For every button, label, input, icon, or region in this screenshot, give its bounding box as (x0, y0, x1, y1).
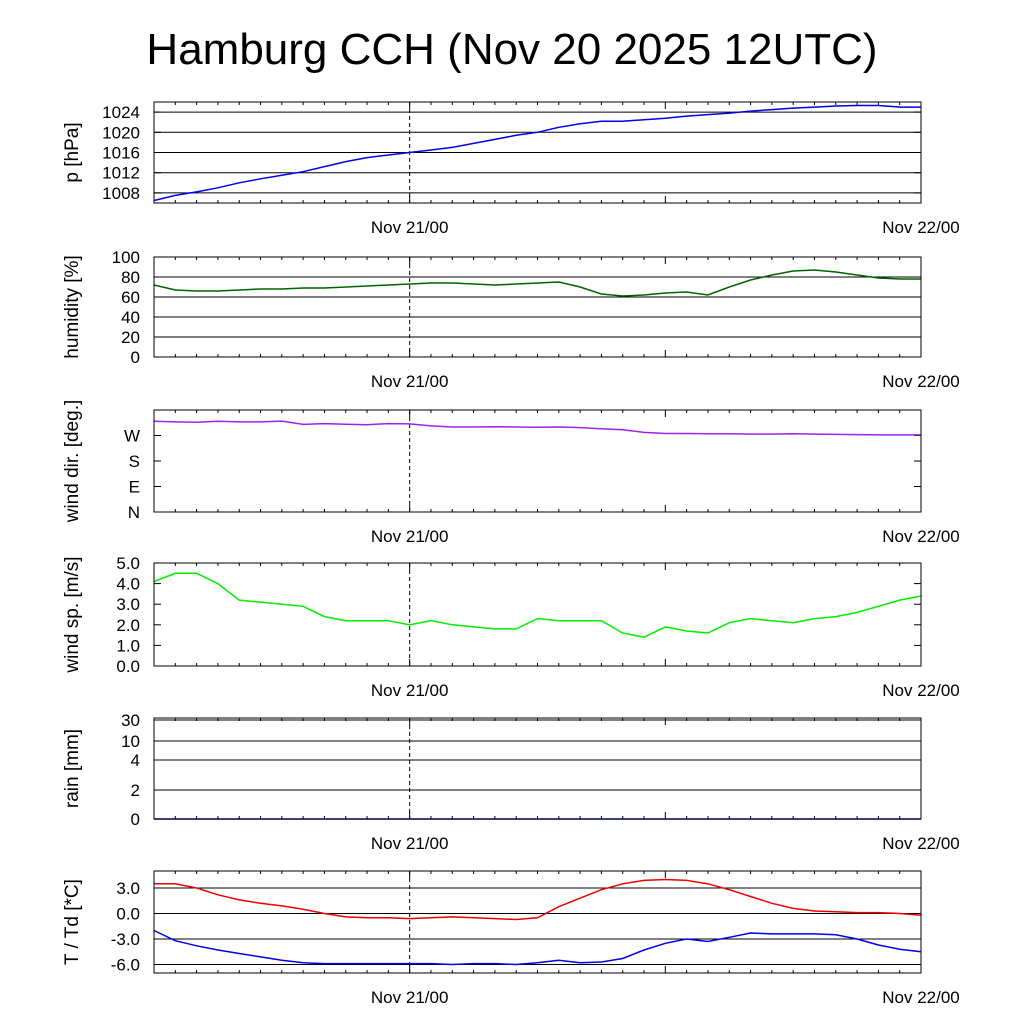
y-axis-label: p [hPa] (62, 122, 83, 182)
chart-title: Hamburg CCH (Nov 20 2025 12UTC) (146, 25, 878, 74)
y-tick-label: 1020 (102, 123, 140, 142)
y-tick-label: 80 (121, 268, 140, 287)
x-tick-label: Nov 21/00 (371, 681, 449, 700)
x-tick-label: Nov 22/00 (882, 218, 960, 237)
series-line-1 (153, 929, 922, 966)
y-tick-label: 1016 (102, 144, 140, 163)
series-line-0 (154, 878, 922, 921)
series-line-0 (153, 420, 921, 436)
x-tick-label: Nov 21/00 (371, 527, 449, 546)
plot-frame (153, 256, 922, 358)
series-line-0 (153, 572, 922, 638)
y-tick-label: 2 (131, 781, 140, 800)
y-tick-label: 100 (112, 248, 140, 267)
y-axis-label: T / Td [*C] (62, 879, 83, 965)
series-line-0 (153, 104, 921, 202)
y-tick-label: 10 (121, 732, 140, 751)
x-tick-label: Nov 21/00 (371, 988, 449, 1007)
x-tick-label: Nov 22/00 (882, 527, 960, 546)
y-tick-label: 20 (121, 328, 140, 347)
plot-frame (153, 409, 922, 513)
y-tick-label: 3.0 (116, 879, 140, 898)
y-axis-label: humidity [%] (62, 255, 83, 358)
x-tick-label: Nov 22/00 (882, 681, 960, 700)
y-tick-label: 0 (131, 348, 140, 367)
y-tick-label: 5.0 (116, 554, 140, 573)
y-tick-label: 1008 (102, 184, 140, 203)
y-tick-label: -6.0 (111, 956, 140, 975)
y-tick-label: 1024 (102, 103, 140, 122)
plot-frame (153, 101, 922, 204)
y-tick-label: 0.0 (116, 657, 140, 676)
y-tick-label: E (129, 478, 140, 497)
x-tick-label: Nov 21/00 (371, 834, 449, 853)
y-tick-label: 1.0 (116, 636, 140, 655)
panel-5: -6.0 -3.0 0.0 3.0 T / Td [*C] Nov 21/00 Nov 22… (62, 870, 960, 1007)
plot-frame (153, 717, 922, 820)
panel-4: 0 2 410 30 rain [mm] Nov 21/00 Nov 22/00 (62, 711, 960, 853)
y-tick-label: 0.0 (116, 905, 140, 924)
y-tick-label: S (129, 452, 140, 471)
y-tick-label: W (124, 427, 140, 446)
x-tick-label: Nov 21/00 (371, 372, 449, 391)
plot-frame (153, 870, 922, 974)
y-tick-label: N (128, 503, 140, 522)
y-tick-label: 2.0 (116, 616, 140, 635)
y-tick-label: 60 (121, 288, 140, 307)
y-tick-label: 3.0 (116, 595, 140, 614)
plot-frame (153, 562, 922, 667)
y-axis-label: rain [mm] (62, 729, 83, 808)
y-tick-label: 1012 (102, 164, 140, 183)
y-tick-label: -3.0 (111, 930, 140, 949)
panel-3: 0.0 1.02.0 3.04.0 5.0 wind sp. [m/s] Nov 21/0… (62, 554, 960, 700)
y-tick-label: 30 (121, 711, 140, 730)
series-line-0 (153, 269, 921, 297)
y-tick-label: 0 (131, 810, 140, 829)
x-tick-label: Nov 22/00 (882, 834, 960, 853)
y-tick-label: 40 (121, 308, 140, 327)
x-tick-label: Nov 21/00 (371, 218, 449, 237)
y-tick-label: 4.0 (116, 575, 140, 594)
y-axis-label: wind dir. [deg.] (62, 400, 83, 524)
y-tick-label: 4 (131, 751, 140, 770)
y-axis-label: wind sp. [m/s] (62, 556, 83, 673)
x-tick-label: Nov 22/00 (882, 988, 960, 1007)
x-tick-label: Nov 22/00 (882, 372, 960, 391)
